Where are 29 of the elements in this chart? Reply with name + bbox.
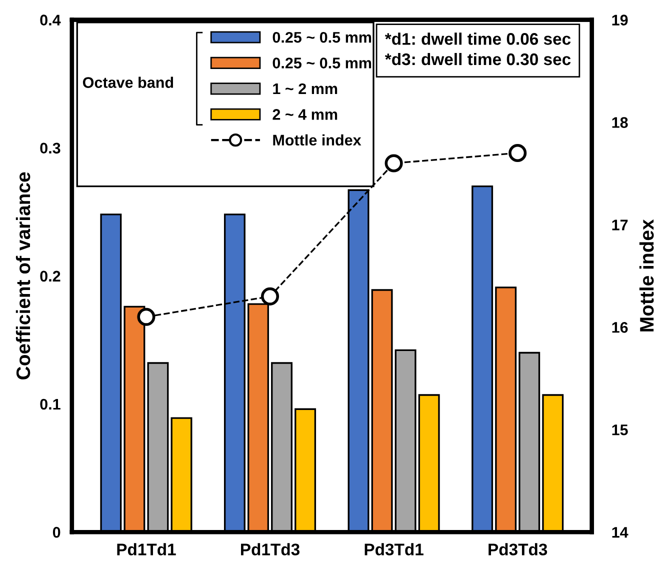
y-tick-label: 0.1 [40, 398, 60, 410]
annotation: *d3: dwell time 0.30 sec [384, 52, 571, 66]
legend-label: 0.25 ~ 0.5 mm [272, 58, 372, 68]
y-tick-label: 0.2 [40, 270, 60, 282]
point [260, 287, 280, 306]
y2-tick-label: 18 [612, 117, 628, 128]
y2-tick-label: 14 [612, 527, 628, 538]
legend-label: 1 ~ 2 mm [273, 83, 338, 94]
legend-label: 0.25 ~ 0.5 mm [272, 32, 372, 43]
y-tick-label: 0.3 [40, 142, 60, 154]
x-tick-label: Pd3Td3 [488, 543, 548, 556]
x-tick-label: Pd1Td3 [241, 543, 300, 556]
point [508, 144, 527, 162]
annotation: *d1: dwell time 0.06 sec [384, 32, 571, 45]
y-tick-label: 0.4 [40, 14, 61, 26]
y2-tick-label: 19 [612, 14, 628, 26]
legend-label: Mottle index [273, 134, 362, 146]
x-tick-label: Pd1Td1 [117, 543, 176, 556]
y2-tick-label: 15 [612, 424, 628, 436]
point [384, 154, 403, 172]
y-axis-title: Coefficient of variance [16, 172, 30, 380]
legend-title: Octave band [82, 76, 174, 88]
x-tick-label: Pd3Td1 [364, 543, 424, 556]
y2-axis-title: Mottle index [639, 219, 654, 332]
y2-tick-label: 16 [612, 322, 628, 333]
y-tick-label: 0 [52, 526, 60, 538]
point [137, 308, 156, 326]
y2-tick-label: 17 [612, 220, 628, 230]
legend-label: 2 ~ 4 mm [272, 109, 338, 120]
